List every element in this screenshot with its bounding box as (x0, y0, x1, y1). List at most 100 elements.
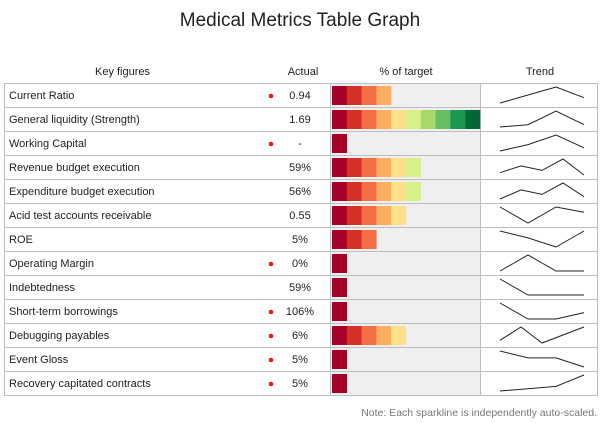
target-segment (391, 110, 407, 129)
target-segment (332, 302, 347, 321)
target-segment (361, 182, 377, 201)
target-segment (465, 110, 481, 129)
actual-value: 56% (289, 186, 311, 198)
target-segment (332, 326, 347, 345)
target-segment (346, 326, 362, 345)
target-segment (332, 374, 347, 393)
target-band-bg (332, 276, 480, 299)
row-label: Debugging payables (9, 330, 110, 342)
target-segment (332, 86, 347, 105)
target-segment (346, 206, 362, 225)
target-segment (346, 110, 362, 129)
target-segment (376, 110, 392, 129)
header-key-figures: Key figures (94, 66, 151, 78)
target-band-bg (332, 348, 480, 371)
target-band-bg (332, 372, 480, 395)
target-segment (332, 110, 347, 129)
alert-dot (268, 333, 274, 339)
row-label: Operating Margin (9, 258, 94, 270)
target-segment (346, 86, 362, 105)
trend-sparkline (499, 110, 585, 128)
row-label: ROE (9, 234, 33, 246)
target-segment (406, 110, 421, 129)
actual-value: 106% (286, 306, 314, 318)
actual-value: 0.55 (289, 210, 310, 222)
target-segment (361, 326, 377, 345)
alert-dot (268, 141, 274, 147)
alert-dot (268, 261, 274, 267)
target-segment (420, 110, 436, 129)
target-segment (332, 134, 347, 153)
trend-sparkline (499, 86, 585, 104)
target-segment (361, 158, 377, 177)
actual-value: 1.69 (289, 114, 310, 126)
actual-value: 59% (289, 162, 311, 174)
target-segment (391, 158, 407, 177)
header-trend: Trend (525, 66, 555, 78)
footnote: Note: Each sparkline is independently au… (361, 407, 597, 419)
row-label: Revenue budget execution (9, 162, 140, 174)
chart-title: Medical Metrics Table Graph (179, 10, 421, 31)
alert-dot (268, 381, 274, 387)
trend-sparkline (499, 374, 585, 392)
target-segment (391, 206, 407, 225)
alert-dot (268, 357, 274, 363)
target-segment (376, 206, 392, 225)
target-segment (346, 230, 362, 249)
target-band-bg (332, 252, 480, 275)
target-segment (346, 182, 362, 201)
trend-sparkline (499, 206, 585, 224)
target-segment (376, 182, 392, 201)
target-segment (332, 350, 347, 369)
row-label: Short-term borrowings (9, 306, 118, 318)
target-segment (332, 158, 347, 177)
actual-value: 0% (292, 258, 308, 270)
target-segment (376, 86, 392, 105)
actual-value: 5% (292, 354, 308, 366)
target-segment (332, 254, 347, 273)
target-segment (361, 110, 377, 129)
trend-sparkline (499, 230, 585, 248)
target-segment (376, 158, 392, 177)
target-segment (376, 326, 392, 345)
row-label: Current Ratio (9, 90, 74, 102)
target-band-bg (332, 132, 480, 155)
row-label: Recovery capitated contracts (9, 378, 151, 390)
trend-sparkline (499, 134, 585, 152)
row-label: Event Gloss (9, 354, 69, 366)
header-actual: Actual (287, 66, 319, 78)
row-label: General liquidity (Strength) (9, 114, 140, 126)
trend-sparkline (499, 350, 585, 368)
actual-value: 59% (289, 282, 311, 294)
actual-value: 6% (292, 330, 308, 342)
alert-dot (268, 93, 274, 99)
target-segment (361, 86, 377, 105)
actual-value: 5% (292, 234, 308, 246)
trend-sparkline (499, 254, 584, 272)
alert-dot (268, 309, 274, 315)
trend-sparkline (499, 158, 585, 176)
target-segment (332, 182, 347, 201)
header-percent-of-target: % of target (379, 66, 433, 78)
actual-value: 0.94 (289, 90, 310, 102)
trend-sparkline (499, 278, 584, 296)
target-segment (346, 158, 362, 177)
target-segment (332, 278, 347, 297)
target-segment (332, 230, 347, 249)
target-segment (406, 158, 421, 177)
target-segment (332, 206, 347, 225)
row-label: Expenditure budget execution (9, 186, 155, 198)
target-segment (406, 182, 421, 201)
target-segment (361, 206, 377, 225)
actual-value: 5% (292, 378, 308, 390)
row-label: Acid test accounts receivable (9, 210, 151, 222)
actual-value: - (298, 138, 302, 150)
target-band-bg (332, 300, 480, 323)
target-segment (391, 182, 407, 201)
target-segment (450, 110, 466, 129)
row-label: Working Capital (9, 138, 86, 150)
target-segment (361, 230, 377, 249)
trend-sparkline (499, 182, 585, 200)
row-label: Indebtedness (9, 282, 76, 294)
